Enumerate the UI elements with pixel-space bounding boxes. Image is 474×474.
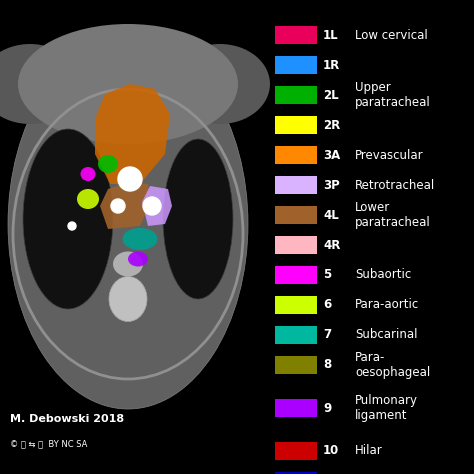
Text: 10: 10	[323, 445, 339, 457]
Circle shape	[111, 199, 125, 213]
Bar	[275, 399, 317, 417]
Ellipse shape	[18, 24, 238, 144]
Polygon shape	[142, 186, 172, 226]
Text: 6: 6	[323, 299, 331, 311]
Ellipse shape	[170, 44, 270, 124]
Text: 7: 7	[323, 328, 331, 341]
Text: 3A: 3A	[323, 148, 340, 162]
Polygon shape	[95, 84, 170, 184]
Text: 8: 8	[323, 358, 331, 372]
Bar	[275, 326, 317, 344]
Text: 2L: 2L	[323, 89, 338, 101]
Bar	[275, 26, 317, 44]
Circle shape	[118, 167, 142, 191]
Text: Lower
paratracheal: Lower paratracheal	[355, 201, 431, 229]
Bar	[275, 442, 317, 460]
Bar	[0, 0, 265, 474]
Text: 1L: 1L	[323, 28, 338, 42]
Text: Para-aortic: Para-aortic	[355, 299, 419, 311]
Bar	[275, 56, 317, 74]
Ellipse shape	[109, 276, 147, 321]
Text: Retrotracheal: Retrotracheal	[355, 179, 435, 191]
Ellipse shape	[98, 155, 118, 173]
Bar	[275, 146, 317, 164]
Bar	[275, 266, 317, 284]
Bar	[275, 236, 317, 254]
Text: Subcarinal: Subcarinal	[355, 328, 418, 341]
Circle shape	[68, 222, 76, 230]
Bar	[275, 296, 317, 314]
Text: Prevascular: Prevascular	[355, 148, 424, 162]
Ellipse shape	[23, 129, 113, 309]
Text: 1R: 1R	[323, 58, 340, 72]
Text: Hilar: Hilar	[355, 445, 383, 457]
Bar	[275, 356, 317, 374]
Bar	[275, 206, 317, 224]
Ellipse shape	[8, 39, 248, 409]
Text: 2R: 2R	[323, 118, 340, 131]
Text: 3P: 3P	[323, 179, 340, 191]
Ellipse shape	[128, 252, 148, 266]
Bar	[275, 116, 317, 134]
Ellipse shape	[122, 228, 157, 250]
Circle shape	[143, 197, 161, 215]
Ellipse shape	[0, 44, 80, 124]
Text: Pulmonary
ligament: Pulmonary ligament	[355, 394, 418, 422]
Polygon shape	[100, 182, 150, 229]
Text: Low cervical: Low cervical	[355, 28, 428, 42]
Bar	[275, 176, 317, 194]
Text: 4R: 4R	[323, 238, 340, 252]
Text: 4L: 4L	[323, 209, 339, 221]
Text: Subaortic: Subaortic	[355, 268, 411, 282]
Ellipse shape	[81, 167, 95, 181]
Text: Para-
oesophageal: Para- oesophageal	[355, 351, 430, 379]
Text: 5: 5	[323, 268, 331, 282]
Text: M. Debowski 2018: M. Debowski 2018	[10, 414, 124, 424]
Ellipse shape	[163, 139, 233, 299]
Bar	[275, 86, 317, 104]
Text: © Ⓘ ⇆ Ⓢ  BY NC SA: © Ⓘ ⇆ Ⓢ BY NC SA	[10, 439, 87, 448]
Text: Upper
paratracheal: Upper paratracheal	[355, 81, 431, 109]
Bar	[275, 472, 317, 474]
Ellipse shape	[113, 252, 143, 276]
Text: 9: 9	[323, 401, 331, 414]
Ellipse shape	[77, 189, 99, 209]
